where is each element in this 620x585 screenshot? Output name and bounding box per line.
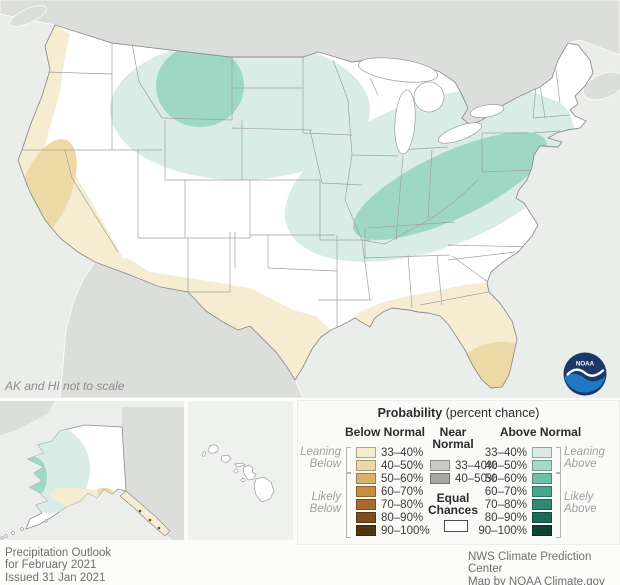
great-lakes [358,57,505,155]
scale-note: AK and HI not to scale [5,379,125,393]
equal-chances-swatch [444,520,468,532]
legend-row-below-50-60: 50–60% [356,473,423,485]
noaa-logo-wave [564,373,606,393]
leaning-above-label-line2: Above [564,458,597,470]
legend-row-below-80-90: 80–90% [356,512,423,524]
lake-ontario [469,104,505,118]
lake-erie [437,122,483,144]
above-60-70-swatch [532,486,552,497]
above-50-60-swatch [532,473,552,484]
attribution-line2: Map by NOAA Climate.gov [468,575,605,585]
lake-huron [413,81,445,113]
probability-legend: Probability (percent chance) Below Norma… [297,400,620,545]
island-niihau [202,451,206,457]
legend-row-below-90-100: 90–100% [356,525,430,537]
lake-michigan [394,89,416,155]
below-90-100-swatch [356,525,376,536]
below-normal-header: Below Normal [344,425,425,439]
leaning-above-bracket [556,447,561,473]
island-hawaii [253,476,275,503]
legend-row-above-70-80: 70–80% [468,499,552,511]
outlook-caption-line2: for February 2021 [5,559,97,572]
above-80-90-swatch [532,512,552,523]
likely-below-label-line1: Likely [311,491,341,503]
ak-panhandle [119,490,171,537]
lake-superior [358,57,438,83]
attribution: NWS Climate Prediction Center Map by NOA… [468,551,620,585]
below-40-50-swatch [356,460,376,471]
legend-row-below-60-70: 60–70% [356,486,423,498]
equal-chances-label-line1: Equal [436,491,470,505]
likely-above-label-line1: Likely [564,491,594,503]
legend-row-above-33-40: 33–40% [468,447,552,459]
leaning-below-label-line1: Leaning [300,446,341,458]
conus-outline [17,24,594,389]
likely-below-bracket [346,473,351,538]
legend-row-above-80-90: 80–90% [468,512,552,524]
below-33-40-swatch [356,447,376,458]
near-40-50-swatch [430,473,450,484]
legend-row-above-90-100: 90–100% [468,525,552,537]
legend-row-near-33-40: 33–40% [430,460,497,472]
below-50-60-swatch [356,473,376,484]
leaning-below-bracket [346,447,351,473]
likely-above-label-line2: Above [564,503,597,515]
island-molokai [234,462,246,468]
outlook-caption: Precipitation Outlook for February 2021 … [5,547,111,584]
region-above40-ohio-valley [352,132,548,240]
equal-chances-label-line2: Chances [427,503,479,517]
canada-land-ak [122,407,184,540]
hawaiian-islands [202,444,275,503]
state-borders [22,42,571,330]
above-33-40-swatch [532,447,552,458]
region-below33-southwest-texas [95,258,331,380]
outlook-caption-line3: Issued 31 Jan 2021 [5,571,106,584]
legend-row-above-40-50: 40–50% [468,460,552,472]
below-60-70-swatch [356,486,376,497]
legend-title: Probability (percent chance) [377,406,540,420]
noaa-logo: NOAA [563,352,607,396]
island-kahoolawe [240,478,246,482]
hi-ocean [188,401,293,540]
siberia-land [0,401,55,435]
island-kauai [207,444,219,454]
near-normal-header-line2: Normal [432,437,474,451]
legend-row-above-50-60: 50–60% [468,473,552,485]
near-normal-header-line1: Near [439,425,467,439]
legend-row-below-70-80: 70–80% [356,499,423,511]
island-oahu [220,454,232,464]
leaning-above-label-line1: Leaning [564,446,605,458]
legend-row-below-40-50: 40–50% [356,460,423,472]
above-40-50-swatch [532,460,552,471]
legend-row-below-33-40: 33–40% [356,447,423,459]
legend-row-above-60-70: 60–70% [468,486,552,498]
above-70-80-swatch [532,499,552,510]
attribution-line1: NWS Climate Prediction Center [468,551,592,576]
near-33-40-swatch [430,460,450,471]
noaa-logo-text: NOAA [576,361,595,368]
hawaii-inset-map [188,401,293,540]
below-80-90-swatch [356,512,376,523]
below-70-80-swatch [356,499,376,510]
aleutian-islands [0,519,48,540]
noaa-logo-gull [566,368,605,377]
ak-panhandle-islands [138,509,161,530]
alaska-inset-map [0,401,184,540]
likely-above-bracket [556,473,561,538]
vancouver-island [9,5,47,27]
above-normal-header: Above Normal [499,425,582,439]
region-above40-montana [156,45,244,127]
likely-below-label-line2: Below [309,503,341,515]
nova-scotia [582,71,620,101]
leaning-below-label-line2: Below [309,458,341,470]
conus-map [0,0,620,398]
legend-row-near-40-50: 40–50% [430,473,497,485]
above-90-100-swatch [532,525,552,536]
island-maui [242,464,257,481]
island-lanai [233,468,239,474]
outlook-caption-line1: Precipitation Outlook [5,547,112,559]
